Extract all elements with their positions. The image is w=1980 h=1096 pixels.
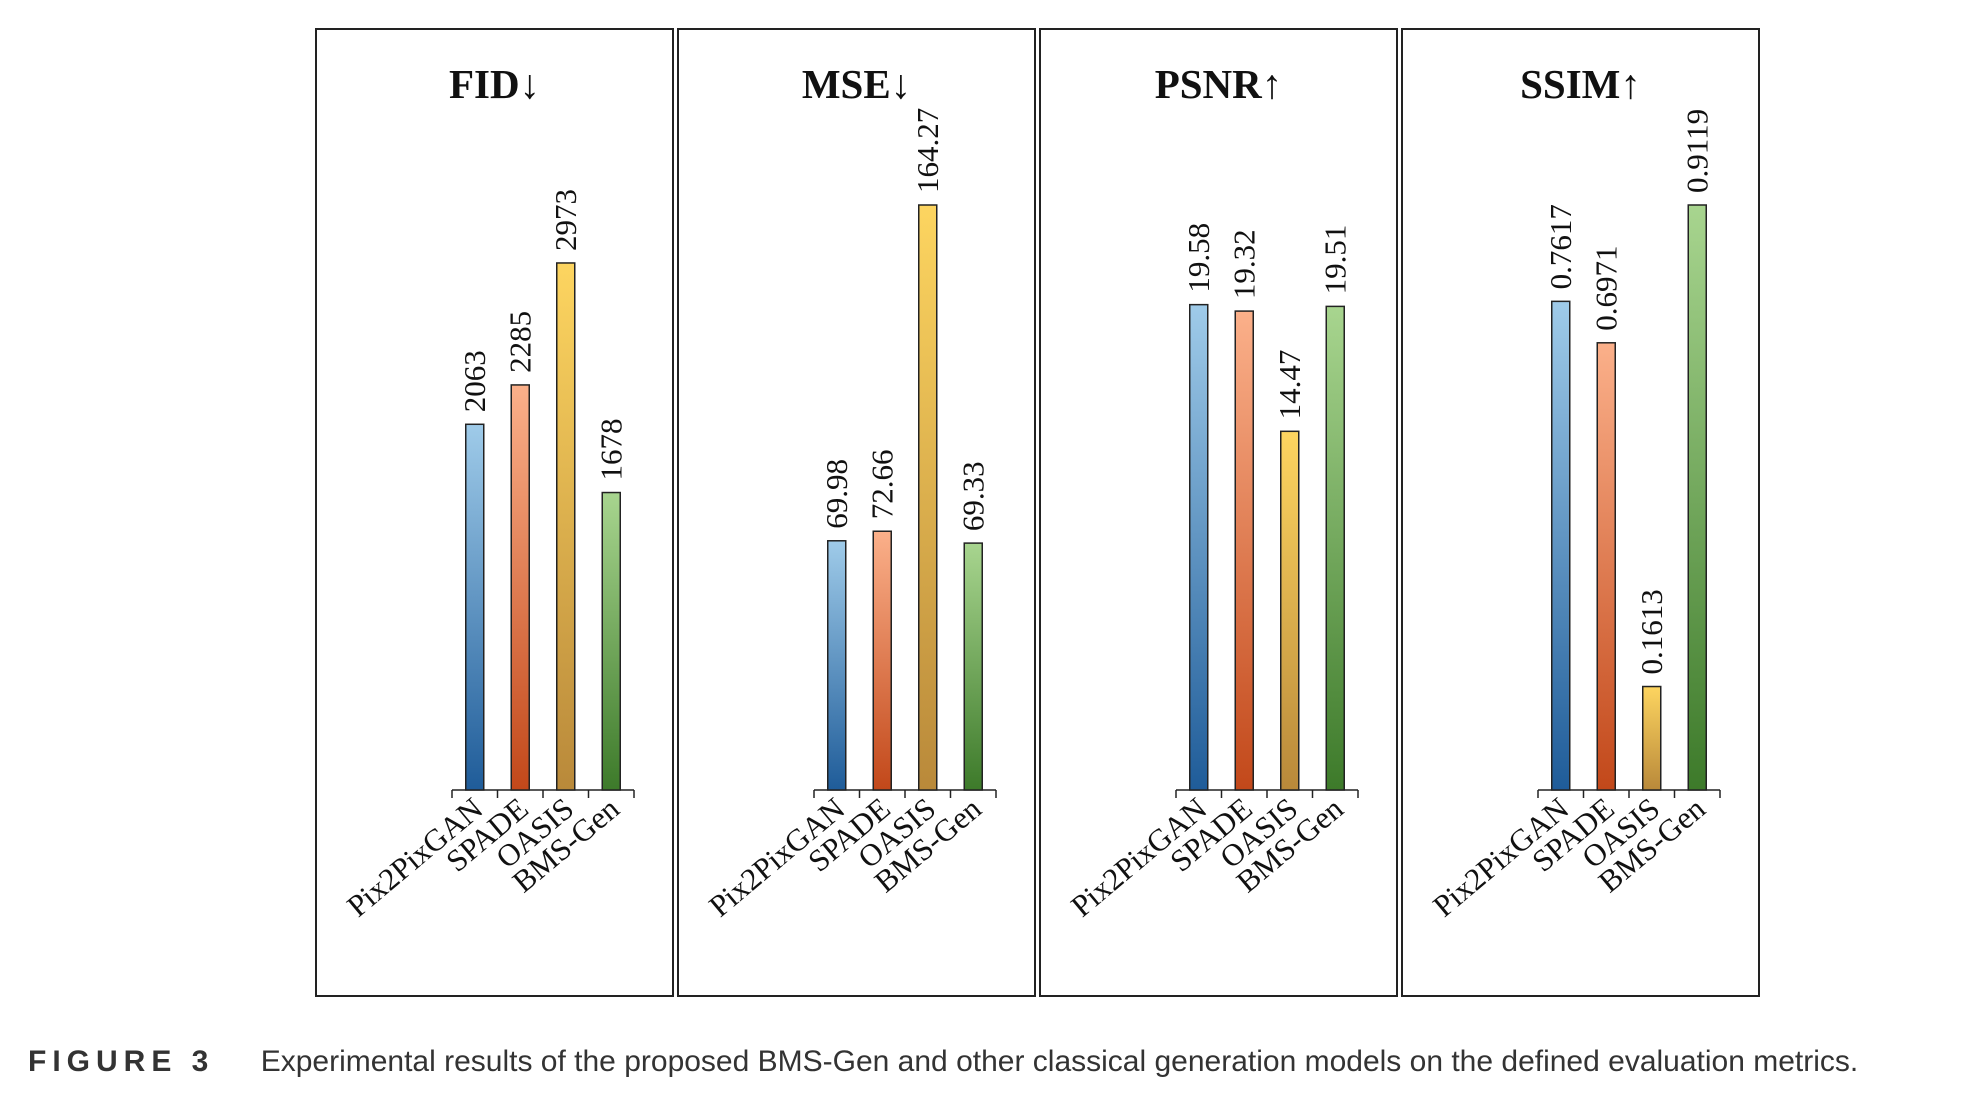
figure-chart: FID↓2063Pix2PixGAN2285SPADE2973OASIS1678… xyxy=(315,28,1760,997)
panel-title: MSE↓ xyxy=(802,61,911,107)
panel-frame xyxy=(1401,28,1760,997)
bar-spade xyxy=(510,384,530,791)
data-label: 19.58 xyxy=(1181,223,1216,293)
bar-oasis xyxy=(918,204,938,791)
panel-fid: FID↓2063Pix2PixGAN2285SPADE2973OASIS1678… xyxy=(315,28,674,997)
panel-title: SSIM↑ xyxy=(1520,61,1641,107)
bar-bms-gen xyxy=(963,542,983,791)
data-label: 14.47 xyxy=(1272,350,1307,420)
bar-pix2pixgan xyxy=(827,540,847,791)
bar-oasis xyxy=(556,262,576,791)
data-label: 72.66 xyxy=(864,449,899,519)
data-label: 2973 xyxy=(548,189,583,251)
panel-frame xyxy=(315,28,674,997)
bar-spade xyxy=(1234,310,1254,791)
data-label: 19.32 xyxy=(1226,229,1261,299)
data-label: 1678 xyxy=(593,419,628,481)
panel-psnr: PSNR↑19.58Pix2PixGAN19.32SPADE14.47OASIS… xyxy=(1039,28,1398,997)
bar-bms-gen xyxy=(1687,204,1707,791)
panel-title: PSNR↑ xyxy=(1155,61,1283,107)
panel-frame xyxy=(1039,28,1398,997)
bar-bms-gen xyxy=(601,491,621,791)
bar-pix2pixgan xyxy=(465,423,485,791)
data-label: 0.6971 xyxy=(1588,246,1623,331)
data-label: 2285 xyxy=(502,311,537,373)
panel-ssim: SSIM↑0.7617Pix2PixGAN0.6971SPADE0.1613OA… xyxy=(1401,28,1760,997)
data-label: 69.33 xyxy=(955,461,990,531)
bar-spade xyxy=(1596,342,1616,791)
panel-frame xyxy=(677,28,1036,997)
bar-pix2pixgan xyxy=(1189,303,1209,791)
bar-oasis xyxy=(1280,430,1300,791)
bar-bms-gen xyxy=(1325,305,1345,791)
data-label: 19.51 xyxy=(1317,225,1352,295)
bar-oasis xyxy=(1642,685,1662,791)
data-label: 69.98 xyxy=(819,459,854,529)
panel-title: FID↓ xyxy=(449,61,540,107)
data-label: 164.27 xyxy=(910,108,945,193)
figure-label: FIGURE 3 xyxy=(28,1045,215,1078)
data-label: 2063 xyxy=(457,350,492,412)
caption-text: Experimental results of the proposed BMS… xyxy=(260,1045,1859,1078)
data-label: 0.9119 xyxy=(1679,109,1714,193)
bar-spade xyxy=(872,530,892,791)
figure-caption: FIGURE 3 Experimental results of the pro… xyxy=(28,1045,1968,1079)
data-label: 0.1613 xyxy=(1634,589,1669,674)
data-label: 0.7617 xyxy=(1543,204,1578,289)
panel-mse: MSE↓69.98Pix2PixGAN72.66SPADE164.27OASIS… xyxy=(677,28,1036,997)
bar-pix2pixgan xyxy=(1551,300,1571,791)
